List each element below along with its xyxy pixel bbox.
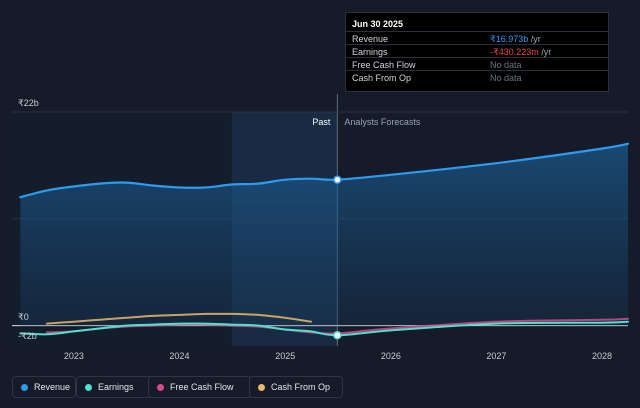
revenue-area	[20, 143, 629, 326]
tooltip-value-number: -₹430.223m	[490, 47, 539, 57]
tooltip-label: Earnings	[352, 47, 388, 57]
x-tick-label: 2025	[275, 351, 295, 361]
series-line-revenue	[19, 142, 630, 199]
tooltip-value: -₹430.223m /yr	[490, 47, 551, 58]
x-tick-label: 2027	[486, 351, 506, 361]
tooltip-row-free-cash-flow: Free Cash Flow No data	[346, 57, 608, 71]
y-tick-label: ₹0	[18, 312, 29, 322]
tooltip-value-number: No data	[490, 60, 522, 70]
x-tick-label: 2028	[592, 351, 612, 361]
legend-item-cash-from-op[interactable]: Cash From Op	[249, 376, 343, 398]
legend-label: Free Cash Flow	[170, 382, 234, 392]
earnings-marker	[333, 331, 342, 340]
x-tick-label: 2024	[169, 351, 189, 361]
legend-item-earnings[interactable]: Earnings	[76, 376, 158, 398]
x-tick-label: 2026	[381, 351, 401, 361]
legend-item-free-cash-flow[interactable]: Free Cash Flow	[148, 376, 252, 398]
legend-dot-icon	[157, 384, 164, 391]
tooltip-label: Revenue	[352, 34, 389, 44]
legend-label: Revenue	[34, 382, 71, 392]
legend-dot-icon	[258, 384, 265, 391]
legend-dot-icon	[85, 384, 92, 391]
tooltip-value-number: No data	[490, 73, 522, 83]
tooltip-value: ₹16.973b /yr	[490, 34, 541, 45]
tooltip-date: Jun 30 2025	[352, 19, 404, 29]
tooltip-value-unit: /yr	[528, 34, 541, 44]
series-line-earnings	[19, 320, 629, 337]
y-tick-label: -₹2b	[18, 331, 37, 341]
tooltip-label: Free Cash Flow	[352, 60, 416, 70]
tooltip-value: No data	[490, 60, 522, 70]
tooltip-value: No data	[490, 73, 522, 83]
tooltip-value-unit: /yr	[538, 47, 552, 57]
tooltip-value-number: ₹16.973b	[490, 34, 529, 44]
tooltip-label: Cash From Op	[352, 73, 412, 83]
tooltip-row-cash-from-op: Cash From Op No data	[346, 70, 608, 84]
legend-item-revenue[interactable]: Revenue	[12, 376, 76, 398]
series-line-cash-from-op	[45, 312, 312, 325]
forecast-label: Analysts Forecasts	[344, 117, 421, 127]
legend-label: Cash From Op	[271, 382, 331, 392]
x-tick-label: 2023	[64, 351, 84, 361]
tooltip-row-earnings: Earnings -₹430.223m /yr	[346, 44, 608, 58]
tooltip-row-revenue: Revenue ₹16.973b /yr	[346, 31, 608, 45]
revenue-marker	[333, 175, 342, 184]
data-tooltip: Jun 30 2025 Revenue ₹16.973b /yr Earning…	[345, 12, 609, 92]
legend-label: Earnings	[98, 382, 134, 392]
past-label: Past	[312, 117, 331, 127]
legend-dot-icon	[21, 384, 28, 391]
line-chart: ₹22b ₹0 -₹2b 2023 2024 2025 2026 2027 2028 Past An…	[12, 94, 630, 361]
y-tick-label: ₹22b	[18, 98, 39, 108]
